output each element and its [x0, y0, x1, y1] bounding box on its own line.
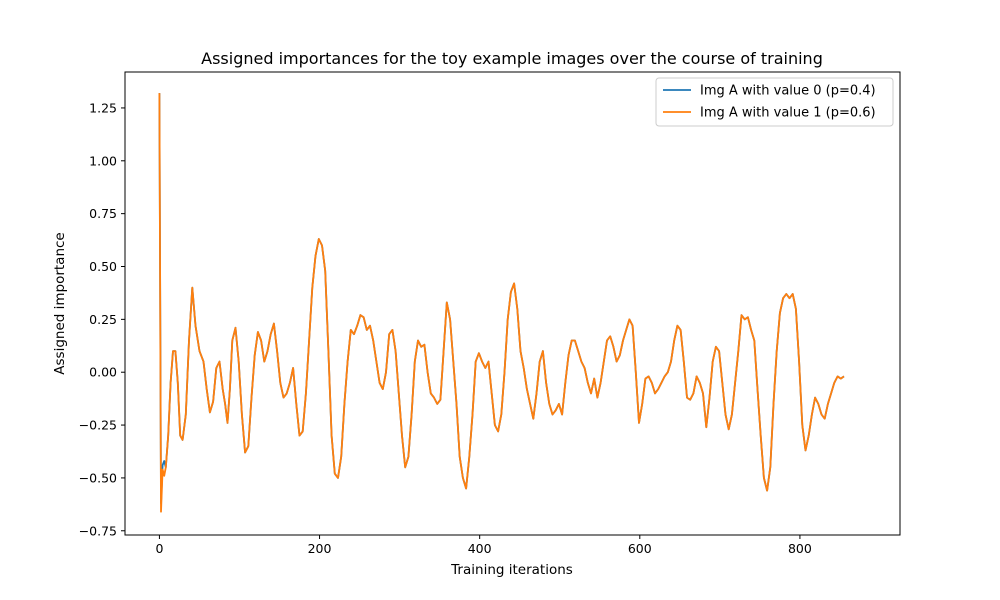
- y-axis-label: Assigned importance: [52, 232, 68, 374]
- x-tick-label: 600: [628, 541, 652, 556]
- y-tick-label: 0.75: [89, 206, 117, 221]
- x-axis-label: Training iterations: [450, 562, 573, 578]
- y-tick-label: 0.50: [89, 259, 117, 274]
- x-tick-label: 0: [155, 541, 163, 556]
- x-axis: 0 200 400 600 800: [155, 535, 812, 556]
- x-tick-label: 400: [468, 541, 492, 556]
- x-tick-label: 200: [308, 541, 332, 556]
- y-tick-label: 0.00: [89, 365, 117, 380]
- y-tick-label: 0.25: [89, 312, 117, 327]
- y-tick-label: −0.50: [79, 470, 117, 485]
- series-line-value-0: [158, 93, 845, 505]
- x-tick-label: 800: [788, 541, 812, 556]
- series-layer: [158, 93, 845, 513]
- legend: Img A with value 0 (p=0.4) Img A with va…: [655, 77, 894, 127]
- y-tick-label: 1.00: [89, 153, 117, 168]
- plot-area: [124, 71, 901, 536]
- legend-box: [655, 77, 894, 127]
- chart-title: Assigned importances for the toy example…: [201, 49, 823, 68]
- y-tick-label: −0.25: [79, 418, 117, 433]
- legend-label-value-1: Img A with value 1 (p=0.6): [700, 106, 876, 121]
- y-axis: −0.75 −0.50 −0.25 0.00 0.25 0.50 0.75 1.00 1.25: [79, 100, 125, 538]
- axes-frame: [124, 71, 901, 536]
- y-tick-label: 1.25: [89, 100, 117, 115]
- legend-label-value-0: Img A with value 0 (p=0.4): [700, 84, 876, 99]
- y-tick-label: −0.75: [79, 523, 117, 538]
- series-line-value-1: [158, 93, 845, 513]
